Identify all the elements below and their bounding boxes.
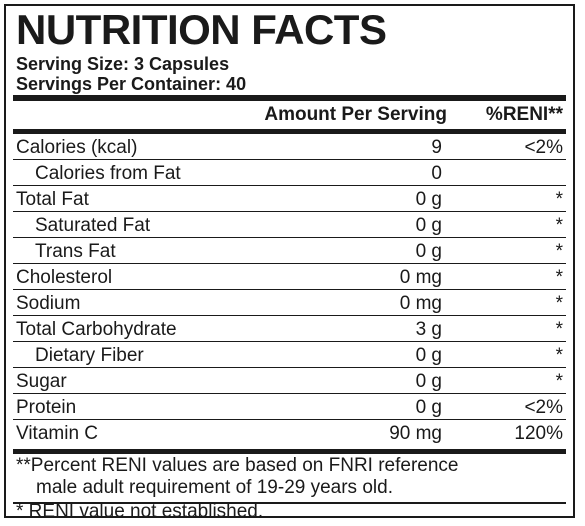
serving-size: Serving Size: 3 Capsules: [16, 54, 230, 74]
nutrient-name: Vitamin C: [16, 423, 99, 444]
nutrient-reni: *: [555, 189, 563, 210]
nutrient-name: Total Carbohydrate: [16, 319, 177, 340]
column-head-amount: Amount Per Serving: [264, 104, 447, 125]
nutrient-amount: 0 g: [415, 241, 442, 262]
label-title: NUTRITION FACTS: [16, 6, 387, 53]
nutrient-name: Total Fat: [16, 189, 89, 210]
nutrient-reni: <2%: [524, 397, 563, 418]
header-rule-bottom: [13, 129, 566, 134]
nutrient-row: Total Carbohydrate 3 g *: [13, 316, 566, 342]
nutrient-row: Calories (kcal) 9 <2%: [13, 134, 566, 160]
nutrient-row: Dietary Fiber 0 g *: [13, 342, 566, 368]
nutrient-name: Cholesterol: [16, 267, 113, 288]
nutrient-name: Dietary Fiber: [35, 345, 144, 366]
nutrient-name: Trans Fat: [35, 241, 116, 262]
nutrient-name: Sodium: [16, 293, 81, 314]
nutrient-name: Calories from Fat: [35, 163, 181, 184]
nutrient-amount: 3 g: [415, 319, 442, 340]
nutrient-reni: 120%: [514, 423, 563, 444]
nutrient-name: Saturated Fat: [35, 215, 151, 236]
servings-per-container: Servings Per Container: 40: [16, 74, 247, 94]
nutrient-row: Cholesterol 0 mg *: [13, 264, 566, 290]
nutrient-reni: *: [555, 241, 563, 262]
nutrient-amount: 0 g: [415, 371, 442, 392]
nutrient-name: Calories (kcal): [16, 137, 138, 158]
nutrient-reni: *: [555, 293, 563, 314]
nutrient-amount: 90 mg: [389, 423, 442, 444]
nutrient-row: Total Fat 0 g *: [13, 186, 566, 212]
nutrient-row: Calories from Fat 0: [13, 160, 566, 186]
nutrient-reni: *: [555, 371, 563, 392]
nutrient-name: Sugar: [16, 371, 67, 392]
nutrient-row: Vitamin C 90 mg 120%: [13, 420, 566, 446]
nutrient-name: Protein: [16, 397, 77, 418]
nutrient-amount: 0 g: [415, 189, 442, 210]
footnote-reni-line1: **Percent RENI values are based on FNRI …: [16, 455, 459, 476]
footnote-not-established: * RENI value not established.: [16, 501, 264, 522]
nutrient-reni: *: [555, 319, 563, 340]
nutrient-reni: <2%: [524, 137, 563, 158]
column-head-reni: %RENI**: [485, 104, 563, 125]
nutrition-facts-panel: NUTRITION FACTS Serving Size: 3 Capsules…: [4, 4, 575, 522]
nutrient-amount: 0: [431, 163, 442, 184]
nutrient-amount: 0 g: [415, 215, 442, 236]
nutrient-reni: *: [555, 267, 563, 288]
nutrient-amount: 0 g: [415, 345, 442, 366]
footnote-reni-line2: male adult requirement of 19-29 years ol…: [36, 477, 393, 498]
nutrient-amount: 0 mg: [399, 267, 442, 288]
nutrient-row: Saturated Fat 0 g *: [13, 212, 566, 238]
nutrient-reni: *: [555, 345, 563, 366]
footer-rule: [13, 449, 566, 454]
nutrient-row: Sugar 0 g *: [13, 368, 566, 394]
nutrient-row: Trans Fat 0 g *: [13, 238, 566, 264]
nutrient-amount: 0 mg: [399, 293, 442, 314]
nutrient-reni: *: [555, 215, 563, 236]
nutrient-amount: 9: [431, 137, 442, 158]
nutrient-row: Protein 0 g <2%: [13, 394, 566, 420]
nutrient-amount: 0 g: [415, 397, 442, 418]
footnote-divider: [13, 502, 566, 504]
header-rule-top: [13, 95, 566, 101]
nutrient-row: Sodium 0 mg *: [13, 290, 566, 316]
